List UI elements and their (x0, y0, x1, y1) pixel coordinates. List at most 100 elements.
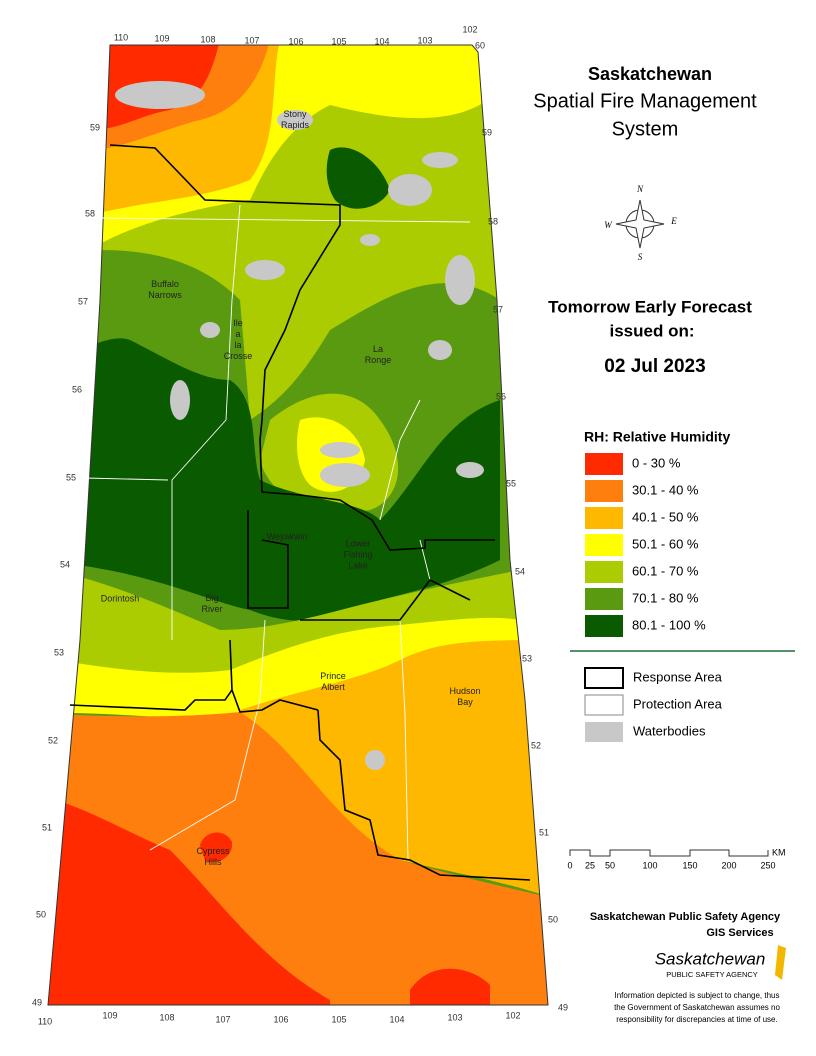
disclaimer: Information depicted is subject to chang… (615, 991, 780, 1000)
compass-label: N (636, 184, 644, 194)
place-label: River (201, 604, 222, 614)
rh-zone (200, 832, 233, 862)
layer-swatch (585, 722, 623, 742)
place-label: Buffalo (151, 279, 179, 289)
rh-zone (410, 968, 490, 1005)
place-label: Narrows (148, 290, 182, 300)
legend-swatch (585, 615, 623, 637)
graticule-label: 104 (389, 1014, 404, 1024)
labels: Saskatchewan Spatial Fire Management Syste… (32, 24, 795, 1026)
graticule-label: 110 (114, 32, 128, 42)
graticule-label: 50 (36, 909, 46, 919)
waterbody (245, 260, 285, 280)
credit-agency: Saskatchewan Public Safety Agency (590, 911, 781, 923)
place-label: Bay (457, 697, 473, 707)
waterbody (320, 463, 370, 487)
place-label: Rapids (281, 120, 310, 130)
compass-label: W (604, 220, 613, 230)
graticule-label: 108 (159, 1012, 174, 1022)
legend-swatch (585, 453, 623, 475)
legend-label: 60.1 - 70 % (632, 563, 699, 578)
waterbody (428, 340, 452, 360)
province-outline (47, 44, 549, 1006)
place-label: Lower (346, 538, 371, 548)
layer-swatch (584, 667, 624, 689)
graticule-label: 51 (42, 822, 52, 832)
legend-swatch (585, 561, 623, 583)
waterbody (388, 174, 432, 206)
graticule-label: 106 (288, 36, 303, 46)
graticule-label: 59 (90, 122, 100, 132)
legend-label: 70.1 - 80 % (632, 590, 699, 605)
disclaimer: responsibility for discrepancies at time… (616, 1015, 777, 1024)
waterbody (422, 152, 458, 168)
place-label: Big (205, 593, 218, 603)
graticule-label: 57 (78, 296, 88, 306)
place-label: la (234, 340, 241, 350)
rh-zone (240, 640, 548, 900)
graticule-label: 110 (38, 1016, 52, 1026)
place-label: Prince (320, 671, 346, 681)
waterbody (200, 322, 220, 338)
map-title: Saskatchewan (588, 64, 712, 84)
place-label: Stony (283, 109, 307, 119)
scale-unit: KM (772, 847, 786, 857)
graticule-label: 51 (539, 827, 549, 837)
graticule-label: 105 (331, 1014, 346, 1024)
compass-star (615, 199, 665, 249)
place-label: Dorintosh (101, 593, 140, 603)
legend-label: 0 - 30 % (632, 455, 681, 470)
boundaries (69, 144, 531, 881)
graticule-label: 103 (417, 35, 432, 45)
graticule-label: 58 (488, 216, 498, 226)
compass-rose (615, 199, 665, 249)
layer-swatch (584, 694, 624, 716)
graticule-label: 109 (154, 33, 169, 43)
place-label: Ronge (365, 355, 392, 365)
layer-label: Waterbodies (633, 723, 706, 738)
response-area (69, 144, 531, 881)
scale-label: 25 (585, 860, 595, 870)
waterbody (360, 234, 380, 246)
graticule-label: 49 (32, 997, 42, 1007)
graticule-label: 107 (215, 1014, 230, 1024)
waterbody (365, 750, 385, 770)
graticule-label: 59 (482, 127, 492, 137)
graticule-label: 54 (60, 559, 70, 569)
place-label: Lake (348, 560, 368, 570)
graticule-label: 50 (548, 914, 558, 924)
graticule-label: 56 (496, 391, 506, 401)
graticule-label: 104 (374, 36, 389, 46)
legend-swatch (585, 588, 623, 610)
graticule-label: 109 (102, 1010, 117, 1020)
logo-mark (775, 945, 786, 980)
forecast-date: 02 Jul 2023 (604, 356, 705, 377)
graticule-label: 102 (462, 24, 477, 34)
map-title: System (612, 118, 679, 140)
compass-label: S (638, 252, 643, 262)
graticule-label: 103 (447, 1012, 462, 1022)
logo-sub: PUBLIC SAFETY AGENCY (666, 970, 758, 979)
graticule-label: 105 (331, 36, 346, 46)
place-label: Albert (321, 682, 345, 692)
graticule-label: 58 (85, 208, 95, 218)
graticule-label: 54 (515, 566, 525, 576)
place-label: Fishing (343, 549, 372, 559)
rh-zone (48, 338, 500, 621)
scale-label: 100 (642, 860, 657, 870)
graticule-label: 108 (200, 34, 215, 44)
layer-label: Response Area (633, 669, 723, 684)
place-label: Cypress (196, 846, 230, 856)
legend-swatch (585, 507, 623, 529)
scale-label: 0 (567, 860, 572, 870)
rh-zone (48, 790, 330, 1005)
graticule-label: 52 (531, 740, 541, 750)
scale-label: 150 (682, 860, 697, 870)
rh-zone (326, 147, 390, 209)
graticule-label: 55 (66, 472, 76, 482)
logo-text: Saskatchewan (655, 949, 766, 968)
graticule-label: 60 (475, 40, 485, 50)
legend-swatch (585, 480, 623, 502)
credit-unit: GIS Services (706, 927, 773, 939)
